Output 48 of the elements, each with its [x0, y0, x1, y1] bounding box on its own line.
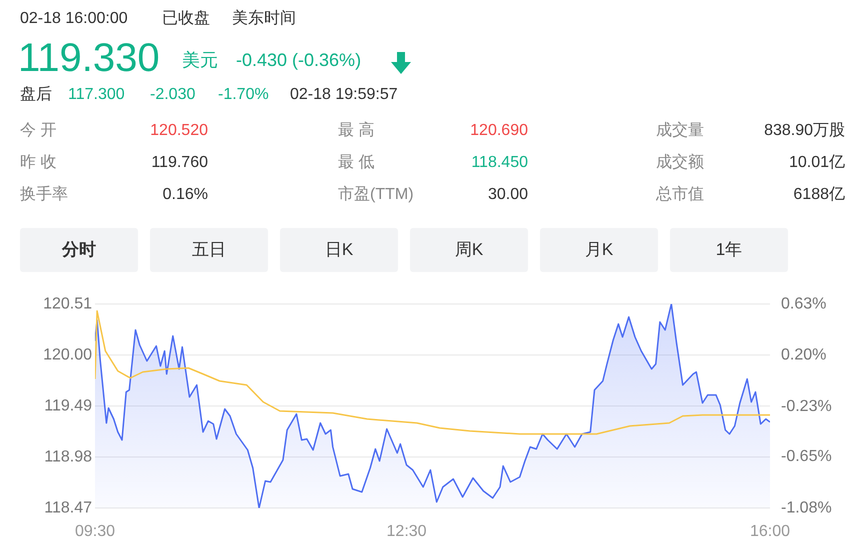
- y-tick-label: 120.00: [43, 346, 92, 364]
- tab[interactable]: 1年: [670, 228, 788, 272]
- text: 118.450: [471, 153, 528, 172]
- y2-tick-label: -0.65%: [781, 448, 832, 466]
- y2-tick-label: 0.63%: [781, 295, 826, 312]
- text: 30.00: [488, 185, 528, 204]
- text: 838.90万股: [764, 121, 845, 140]
- text: 成交额: [656, 153, 704, 172]
- text: 119.330: [18, 35, 160, 82]
- text: 02-18 16:00:00: [20, 9, 128, 28]
- text: 最 低: [338, 153, 374, 172]
- x-tick-label: 12:30: [386, 523, 427, 540]
- text: 总市值: [656, 185, 704, 204]
- text: 市盈(TTM): [338, 185, 414, 204]
- text: 换手率: [20, 185, 68, 204]
- text: 美东时间: [232, 9, 296, 28]
- y-tick-label: 119.49: [44, 397, 92, 414]
- text: 今 开: [20, 121, 56, 140]
- text: -1.70%: [218, 85, 269, 104]
- text: 120.690: [470, 121, 528, 140]
- tab[interactable]: 日K: [280, 228, 398, 272]
- text: -2.030: [150, 85, 196, 104]
- text: 119.760: [151, 153, 208, 172]
- text: 最 高: [338, 121, 374, 140]
- text: 已收盘: [162, 9, 210, 28]
- tab[interactable]: 周K: [410, 228, 528, 272]
- text: 10.01亿: [788, 153, 845, 172]
- text: -0.430 (-0.36%): [236, 50, 362, 72]
- text: 120.520: [150, 121, 208, 140]
- y2-tick-label: -1.08%: [781, 499, 832, 516]
- text: 昨 收: [20, 153, 56, 172]
- x-tick-label: 16:00: [750, 523, 790, 540]
- tab[interactable]: 五日: [150, 228, 268, 272]
- y-tick-label: 118.47: [44, 499, 92, 516]
- y2-tick-label: -0.23%: [781, 398, 832, 416]
- tab[interactable]: 分时: [20, 228, 138, 272]
- text: 成交量: [656, 121, 704, 140]
- x-tick-label: 09:30: [74, 523, 116, 540]
- text: 02-18 19:59:57: [290, 85, 398, 104]
- y2-tick-label: 0.20%: [781, 346, 826, 364]
- text: 盘后: [20, 85, 52, 104]
- text: 117.300: [68, 85, 125, 104]
- text: 美元: [182, 50, 218, 72]
- text: 6188亿: [793, 185, 845, 204]
- text: 0.16%: [162, 185, 208, 204]
- y-tick-label: 120.51: [43, 295, 92, 312]
- y-tick-label: 118.98: [44, 448, 92, 466]
- tab[interactable]: 月K: [540, 228, 658, 272]
